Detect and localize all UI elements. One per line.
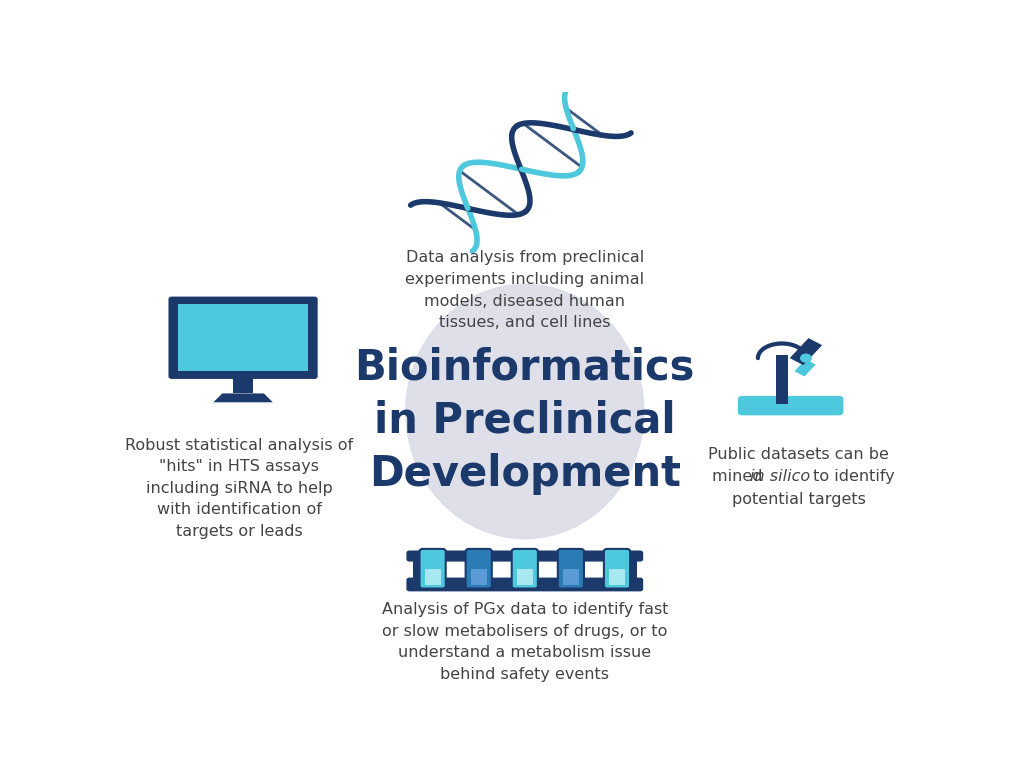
FancyBboxPatch shape <box>558 549 584 588</box>
Bar <box>413 559 420 589</box>
Polygon shape <box>795 359 816 376</box>
Text: in Preclinical: in Preclinical <box>374 399 676 442</box>
FancyBboxPatch shape <box>466 549 492 588</box>
FancyBboxPatch shape <box>420 549 445 588</box>
Text: Data analysis from preclinical
experiments including animal
models, diseased hum: Data analysis from preclinical experimen… <box>406 250 644 330</box>
FancyBboxPatch shape <box>738 396 844 415</box>
Text: mined: mined <box>712 469 767 484</box>
Bar <box>609 569 625 584</box>
Bar <box>563 569 579 584</box>
Ellipse shape <box>406 284 644 538</box>
Bar <box>517 569 532 584</box>
Text: potential targets: potential targets <box>732 492 865 507</box>
FancyBboxPatch shape <box>169 296 317 379</box>
Bar <box>425 569 440 584</box>
Text: Bioinformatics: Bioinformatics <box>354 346 695 388</box>
Text: Development: Development <box>369 452 681 495</box>
Text: to identify: to identify <box>808 469 895 484</box>
Polygon shape <box>790 338 822 365</box>
FancyBboxPatch shape <box>604 549 630 588</box>
FancyBboxPatch shape <box>512 549 538 588</box>
Text: Robust statistical analysis of
"hits" in HTS assays
including siRNA to help
with: Robust statistical analysis of "hits" in… <box>125 438 353 539</box>
Bar <box>630 559 637 589</box>
Bar <box>471 569 486 584</box>
Polygon shape <box>213 393 272 402</box>
Text: Analysis of PGx data to identify fast
or slow metabolisers of drugs, or to
under: Analysis of PGx data to identify fast or… <box>382 602 668 682</box>
Text: Public datasets can be: Public datasets can be <box>709 446 889 462</box>
FancyBboxPatch shape <box>178 303 308 371</box>
FancyBboxPatch shape <box>407 551 643 561</box>
Text: in silico: in silico <box>751 469 810 484</box>
Bar <box>232 376 254 393</box>
FancyBboxPatch shape <box>407 578 643 591</box>
Circle shape <box>801 354 811 362</box>
Bar <box>776 355 788 404</box>
